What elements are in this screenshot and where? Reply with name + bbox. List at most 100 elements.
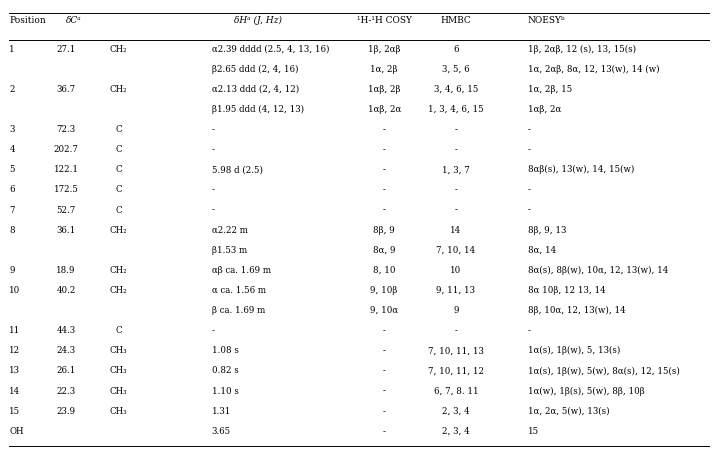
Text: 8α 10β, 12 13, 14: 8α 10β, 12 13, 14 xyxy=(528,285,605,294)
Text: 1: 1 xyxy=(9,45,15,54)
Text: CH₂: CH₂ xyxy=(110,225,127,234)
Text: -: - xyxy=(528,325,531,334)
Text: CH₂: CH₂ xyxy=(110,45,127,54)
Text: αβ ca. 1.69 m: αβ ca. 1.69 m xyxy=(212,265,271,274)
Text: -: - xyxy=(212,125,215,134)
Text: -: - xyxy=(528,185,531,194)
Text: 15: 15 xyxy=(9,406,20,415)
Text: 7, 10, 14: 7, 10, 14 xyxy=(437,245,475,254)
Text: δCᵃ: δCᵃ xyxy=(66,16,82,25)
Text: CH₂: CH₂ xyxy=(110,85,127,94)
Text: 1.31: 1.31 xyxy=(212,406,231,415)
Text: Position: Position xyxy=(9,16,46,25)
Text: 1.08 s: 1.08 s xyxy=(212,346,238,354)
Text: -: - xyxy=(528,125,531,134)
Text: C: C xyxy=(115,165,122,174)
Text: 1β, 2αβ: 1β, 2αβ xyxy=(368,45,401,54)
Text: C: C xyxy=(115,205,122,214)
Text: 10: 10 xyxy=(450,265,462,274)
Text: ¹H-¹H COSY: ¹H-¹H COSY xyxy=(357,16,411,25)
Text: CH₃: CH₃ xyxy=(110,346,127,354)
Text: α2.39 dddd (2.5, 4, 13, 16): α2.39 dddd (2.5, 4, 13, 16) xyxy=(212,45,330,54)
Text: -: - xyxy=(383,185,386,194)
Text: 36.1: 36.1 xyxy=(57,225,75,234)
Text: 26.1: 26.1 xyxy=(57,366,75,374)
Text: β1.53 m: β1.53 m xyxy=(212,245,247,254)
Text: 18.9: 18.9 xyxy=(56,265,76,274)
Text: 72.3: 72.3 xyxy=(57,125,75,134)
Text: 1αβ, 2α: 1αβ, 2α xyxy=(368,105,401,114)
Text: 9: 9 xyxy=(453,305,459,314)
Text: 44.3: 44.3 xyxy=(57,325,75,334)
Text: 2: 2 xyxy=(9,85,15,94)
Text: C: C xyxy=(115,185,122,194)
Text: CH₃: CH₃ xyxy=(110,366,127,374)
Text: 27.1: 27.1 xyxy=(57,45,75,54)
Text: -: - xyxy=(383,426,386,435)
Text: CH₃: CH₃ xyxy=(110,386,127,394)
Text: 36.7: 36.7 xyxy=(57,85,75,94)
Text: 7, 10, 11, 12: 7, 10, 11, 12 xyxy=(428,366,484,374)
Text: 14: 14 xyxy=(9,386,20,394)
Text: 202.7: 202.7 xyxy=(54,145,78,154)
Text: 12: 12 xyxy=(9,346,20,354)
Text: 1αβ, 2β: 1αβ, 2β xyxy=(368,85,401,94)
Text: C: C xyxy=(115,145,122,154)
Text: 6: 6 xyxy=(453,45,459,54)
Text: -: - xyxy=(212,325,215,334)
Text: α2.22 m: α2.22 m xyxy=(212,225,248,234)
Text: 14: 14 xyxy=(450,225,462,234)
Text: 24.3: 24.3 xyxy=(57,346,75,354)
Text: β ca. 1.69 m: β ca. 1.69 m xyxy=(212,305,265,314)
Text: C: C xyxy=(115,125,122,134)
Text: CH₃: CH₃ xyxy=(110,406,127,415)
Text: 172.5: 172.5 xyxy=(54,185,78,194)
Text: -: - xyxy=(383,325,386,334)
Text: 8β, 10α, 12, 13(w), 14: 8β, 10α, 12, 13(w), 14 xyxy=(528,305,625,314)
Text: 9, 11, 13: 9, 11, 13 xyxy=(437,285,475,294)
Text: -: - xyxy=(383,346,386,354)
Text: α ca. 1.56 m: α ca. 1.56 m xyxy=(212,285,266,294)
Text: -: - xyxy=(212,205,215,214)
Text: 8αβ(s), 13(w), 14, 15(w): 8αβ(s), 13(w), 14, 15(w) xyxy=(528,165,634,174)
Text: -: - xyxy=(383,205,386,214)
Text: -: - xyxy=(383,165,386,174)
Text: δHᵃ (J, Hz): δHᵃ (J, Hz) xyxy=(235,16,282,25)
Text: CH₂: CH₂ xyxy=(110,265,127,274)
Text: 8: 8 xyxy=(9,225,15,234)
Text: 9, 10α: 9, 10α xyxy=(370,305,398,314)
Text: 1α(s), 1β(w), 5, 13(s): 1α(s), 1β(w), 5, 13(s) xyxy=(528,346,620,355)
Text: 13: 13 xyxy=(9,366,20,374)
Text: 5.98 d (2.5): 5.98 d (2.5) xyxy=(212,165,263,174)
Text: 3, 4, 6, 15: 3, 4, 6, 15 xyxy=(434,85,478,94)
Text: 23.9: 23.9 xyxy=(57,406,75,415)
Text: 6, 7, 8. 11: 6, 7, 8. 11 xyxy=(434,386,478,394)
Text: β1.95 ddd (4, 12, 13): β1.95 ddd (4, 12, 13) xyxy=(212,105,304,114)
Text: 1α, 2αβ, 8α, 12, 13(w), 14 (w): 1α, 2αβ, 8α, 12, 13(w), 14 (w) xyxy=(528,65,659,74)
Text: 2, 3, 4: 2, 3, 4 xyxy=(442,426,470,435)
Text: 40.2: 40.2 xyxy=(57,285,75,294)
Text: 10: 10 xyxy=(9,285,21,294)
Text: 8β, 9, 13: 8β, 9, 13 xyxy=(528,225,566,234)
Text: 7: 7 xyxy=(9,205,15,214)
Text: -: - xyxy=(383,125,386,134)
Text: 15: 15 xyxy=(528,426,538,435)
Text: 52.7: 52.7 xyxy=(57,205,75,214)
Text: 3: 3 xyxy=(9,125,14,134)
Text: 1α(w), 1β(s), 5(w), 8β, 10β: 1α(w), 1β(s), 5(w), 8β, 10β xyxy=(528,386,645,395)
Text: 8β, 9: 8β, 9 xyxy=(373,225,395,234)
Text: 5: 5 xyxy=(9,165,15,174)
Text: β2.65 ddd (2, 4, 16): β2.65 ddd (2, 4, 16) xyxy=(212,65,298,74)
Text: -: - xyxy=(383,145,386,154)
Text: 8, 10: 8, 10 xyxy=(373,265,396,274)
Text: 1β, 2αβ, 12 (s), 13, 15(s): 1β, 2αβ, 12 (s), 13, 15(s) xyxy=(528,45,636,54)
Text: 6: 6 xyxy=(9,185,15,194)
Text: -: - xyxy=(454,125,457,134)
Text: 1α, 2α, 5(w), 13(s): 1α, 2α, 5(w), 13(s) xyxy=(528,406,610,415)
Text: 8α(s), 8β(w), 10α, 12, 13(w), 14: 8α(s), 8β(w), 10α, 12, 13(w), 14 xyxy=(528,265,668,274)
Text: -: - xyxy=(212,145,215,154)
Text: 3.65: 3.65 xyxy=(212,426,231,435)
Text: 122.1: 122.1 xyxy=(54,165,78,174)
Text: 8α, 9: 8α, 9 xyxy=(373,245,396,254)
Text: α2.13 ddd (2, 4, 12): α2.13 ddd (2, 4, 12) xyxy=(212,85,299,94)
